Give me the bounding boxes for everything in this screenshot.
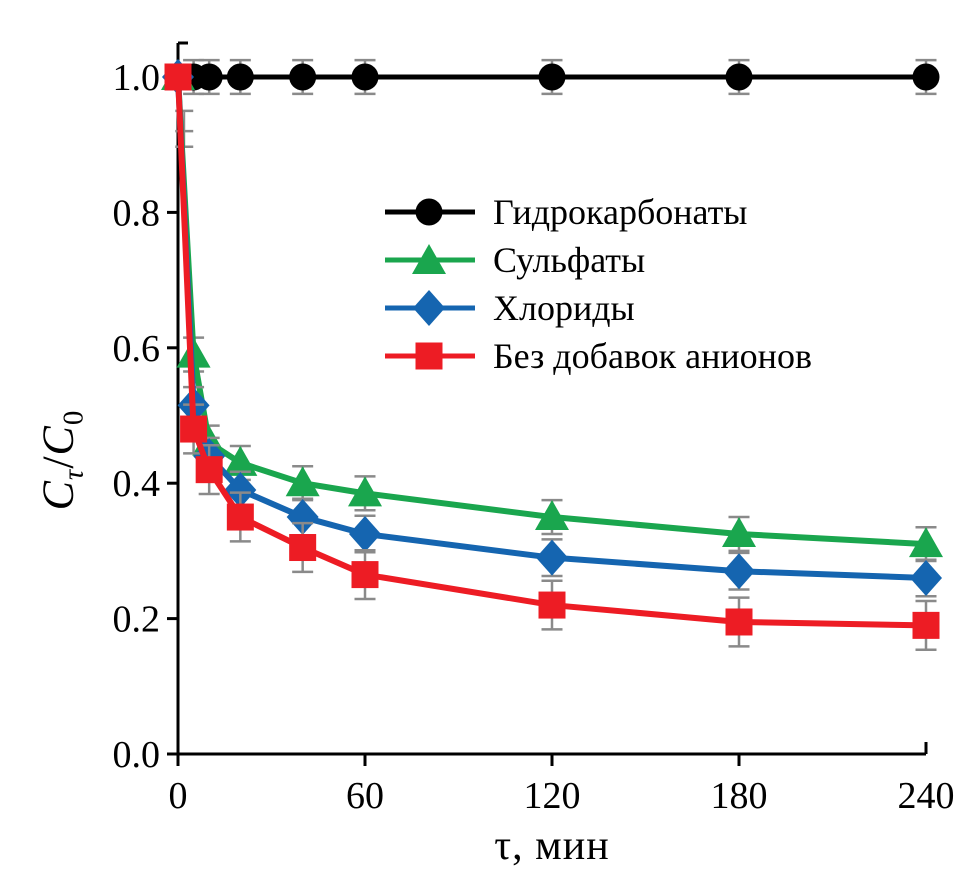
triangle-marker-icon: [385, 244, 475, 274]
x-tick-label: 120: [524, 775, 581, 817]
series-sulfates: [161, 60, 943, 563]
data-point-triangle: [535, 500, 569, 531]
legend-label: Без добавок анионов: [493, 336, 812, 376]
data-point-triangle: [722, 516, 756, 547]
data-point-circle: [195, 63, 223, 91]
y-tick-label: 0.2: [113, 599, 161, 641]
legend: Гидрокарбонаты Сульфаты Хлориды Без доба…: [383, 188, 812, 380]
data-point-diamond: [286, 499, 319, 536]
diamond-marker-icon: [385, 290, 475, 326]
y-title-sub-zero: 0: [57, 409, 90, 426]
data-point-circle: [538, 63, 566, 91]
data-point-square: [180, 415, 208, 443]
legend-marker: [413, 290, 445, 326]
legend-label: Сульфаты: [493, 240, 646, 280]
data-point-triangle: [223, 445, 258, 476]
data-point-triangle: [285, 466, 320, 497]
data-point-circle: [289, 63, 317, 91]
y-title-slash: /: [33, 455, 83, 469]
data-point-circle: [351, 63, 379, 91]
data-point-square: [289, 534, 317, 562]
data-point-diamond: [910, 559, 942, 596]
y-title-c2: C: [33, 425, 83, 456]
y-axis-title: Cτ/C0: [33, 410, 90, 511]
data-point-triangle: [348, 476, 382, 507]
data-point-diamond: [349, 515, 381, 552]
data-point-circle: [912, 63, 940, 91]
legend-item-no-anion-additives: Без добавок анионов: [383, 332, 812, 380]
series-hydrocarbonates: [164, 58, 940, 96]
legend-item-sulfates: Сульфаты: [383, 236, 812, 284]
circle-marker-icon: [385, 198, 475, 226]
x-axis-title: τ, мин: [494, 823, 610, 869]
legend-item-chlorides: Хлориды: [383, 284, 812, 332]
y-tick-label: 0.4: [113, 463, 161, 505]
legend-marker: [415, 342, 443, 370]
x-tick-label: 0: [169, 775, 188, 817]
legend-marker: [412, 244, 446, 274]
data-point-square: [226, 503, 254, 531]
data-point-square: [538, 591, 566, 619]
data-point-diamond: [536, 539, 568, 576]
data-point-square: [725, 608, 753, 636]
y-tick-label: 0.6: [113, 328, 161, 370]
x-tick-label: 240: [898, 775, 955, 817]
data-point-square: [195, 456, 223, 484]
y-tick-label: 0.8: [113, 192, 161, 234]
axes-lines: [176, 41, 928, 766]
y-tick-label: 0.0: [113, 734, 161, 776]
data-point-diamond: [224, 471, 257, 508]
y-title-sub-tau: τ: [57, 468, 90, 481]
y-title-c1: C: [33, 480, 83, 511]
data-point-square: [912, 611, 940, 639]
data-point-square: [351, 561, 379, 589]
data-point-square: [164, 63, 192, 91]
y-tick-label: 1.0: [113, 57, 161, 99]
legend-item-hydrocarbonates: Гидрокарбонаты: [383, 188, 812, 236]
x-tick-label: 180: [711, 775, 768, 817]
square-marker-icon: [385, 342, 475, 370]
data-point-circle: [226, 63, 254, 91]
legend-label: Хлориды: [493, 288, 635, 328]
legend-label: Гидрокарбонаты: [493, 192, 748, 232]
x-tick-label: 60: [346, 775, 384, 817]
legend-marker: [415, 198, 443, 226]
data-point-diamond: [723, 553, 755, 590]
data-point-circle: [725, 63, 753, 91]
series-no-anion-additives: [164, 63, 940, 651]
data-point-triangle: [909, 527, 943, 558]
